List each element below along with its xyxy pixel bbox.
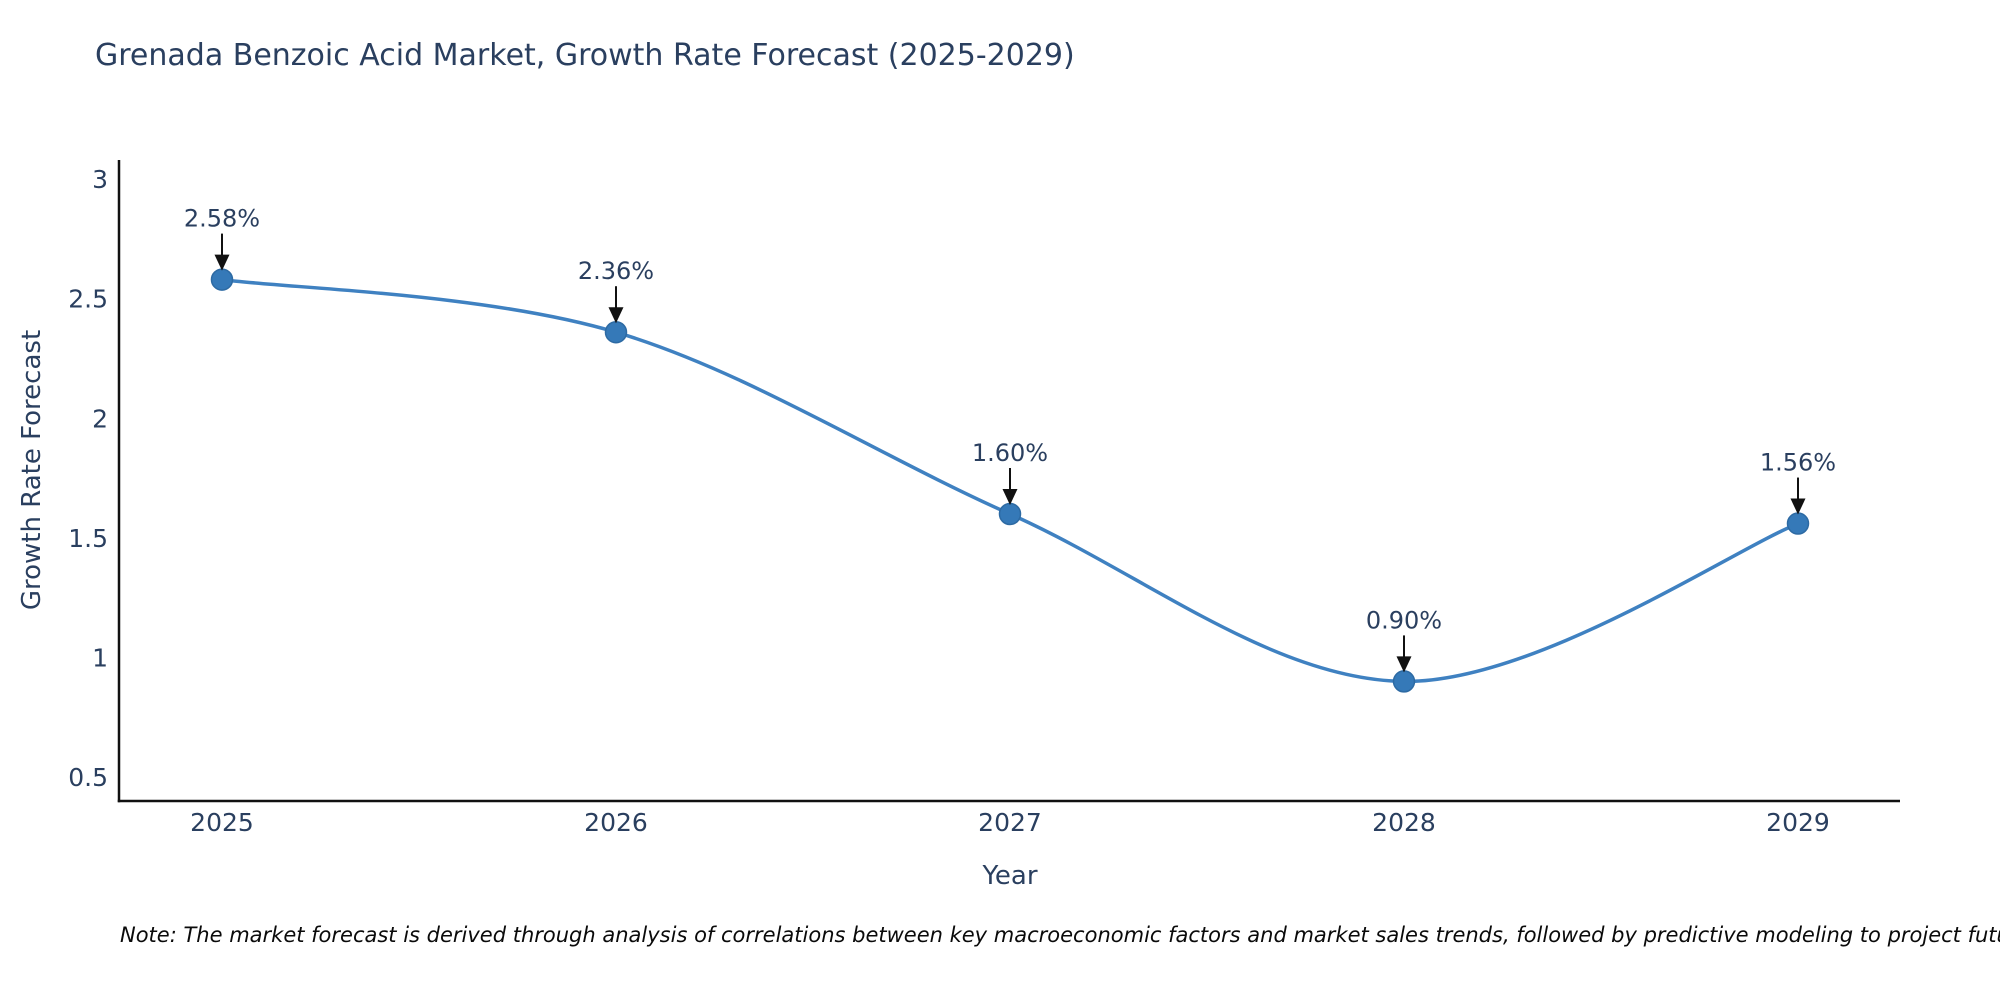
data-point-marker[interactable] bbox=[1786, 512, 1810, 535]
y-axis-title: Growth Rate Forecast bbox=[17, 329, 47, 611]
y-tick-label: 1 bbox=[92, 643, 108, 672]
x-tick-label: 2029 bbox=[1766, 808, 1830, 837]
annotation-label: 2.58% bbox=[184, 205, 260, 233]
data-point-marker[interactable] bbox=[998, 502, 1022, 526]
annotation-arrowhead bbox=[1002, 488, 1018, 505]
x-tick-label: 2028 bbox=[1372, 808, 1436, 837]
y-tick-label: 2.5 bbox=[68, 285, 108, 314]
annotation-arrowhead bbox=[1396, 656, 1412, 673]
annotation-label: 2.36% bbox=[578, 257, 654, 285]
annotation-arrowhead bbox=[1790, 498, 1806, 515]
x-tick-label: 2026 bbox=[584, 808, 648, 837]
annotation-arrowhead bbox=[608, 307, 624, 324]
annotation-label: 1.60% bbox=[972, 439, 1048, 467]
chart-title: Grenada Benzoic Acid Market, Growth Rate… bbox=[95, 38, 1075, 73]
data-point-marker[interactable] bbox=[210, 268, 234, 291]
y-tick-label: 2 bbox=[92, 404, 108, 433]
data-point-marker[interactable] bbox=[604, 320, 628, 344]
data-point-marker[interactable] bbox=[1392, 670, 1416, 693]
x-tick-label: 2027 bbox=[978, 808, 1042, 837]
annotation-label: 1.56% bbox=[1760, 449, 1836, 477]
y-tick-label: 1.5 bbox=[68, 524, 108, 553]
footnote-text: Note: The market forecast is derived thr… bbox=[120, 923, 2000, 947]
x-tick-label: 2025 bbox=[190, 808, 254, 837]
x-axis-title: Year bbox=[982, 861, 1038, 891]
y-tick-label: 3 bbox=[92, 165, 108, 194]
annotation-label: 0.90% bbox=[1366, 606, 1442, 634]
y-tick-label: 0.5 bbox=[68, 763, 108, 792]
annotation-arrowhead bbox=[214, 254, 230, 271]
